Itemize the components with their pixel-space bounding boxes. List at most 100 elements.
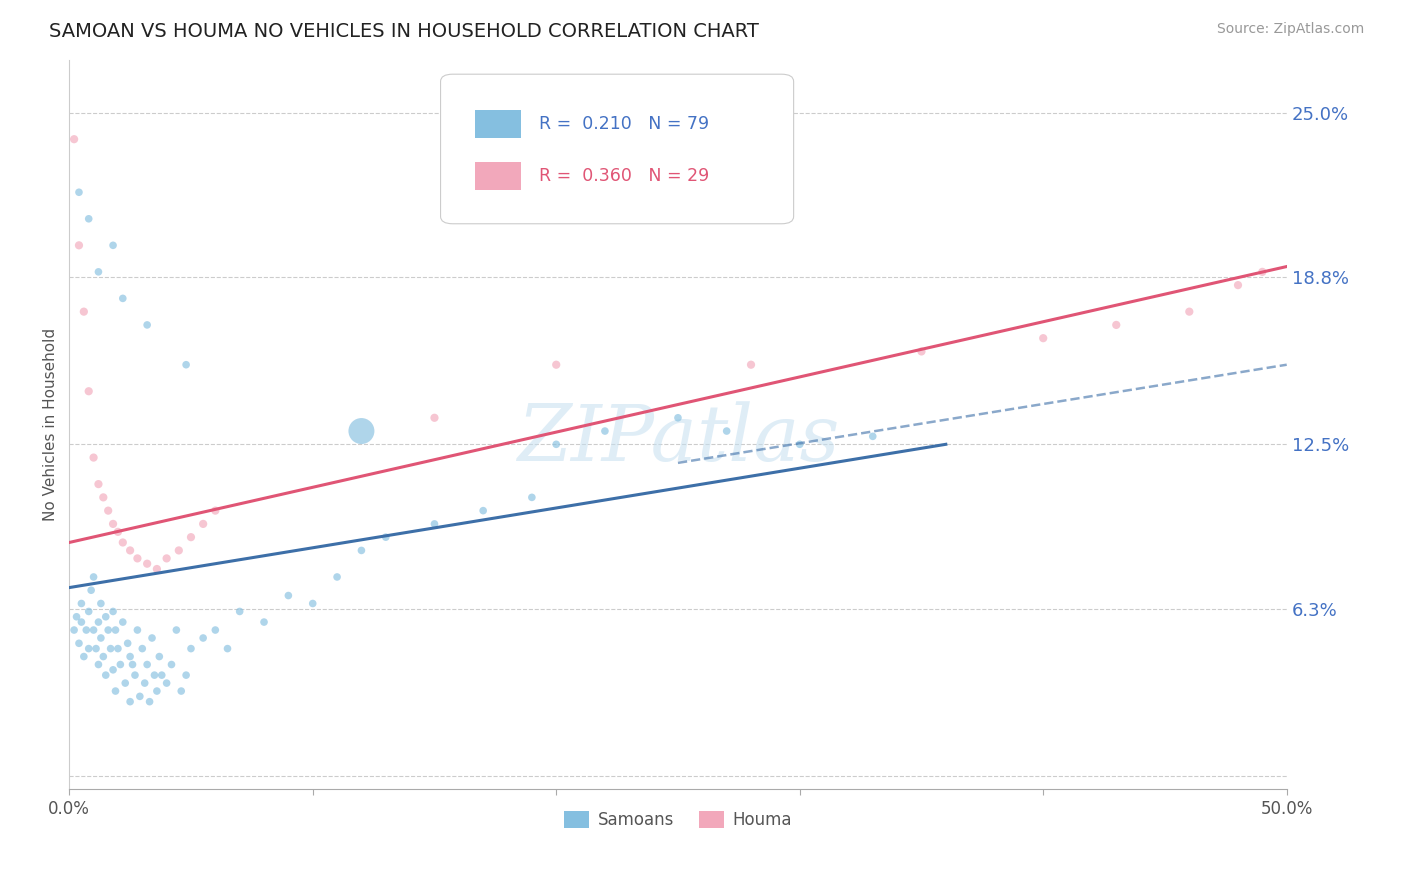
Point (1251, 265, 1274, 279)
Point (70, 615, 93, 629)
Point (167, 543, 190, 558)
Point (120, 649, 142, 664)
Point (156, 551, 179, 566)
Point (165, 623, 187, 637)
Point (156, 676, 179, 690)
Point (204, 623, 226, 637)
Point (67, 238, 90, 252)
Point (75, 623, 97, 637)
Point (101, 238, 124, 252)
Point (111, 615, 134, 629)
Text: R =  0.210   N = 79: R = 0.210 N = 79 (538, 115, 709, 133)
Point (77, 641, 100, 656)
Point (1178, 304, 1201, 318)
Point (87, 615, 110, 629)
Point (127, 623, 149, 637)
Point (131, 641, 153, 656)
Text: ZIPatlas: ZIPatlas (517, 401, 839, 477)
Point (174, 668, 197, 682)
Point (107, 641, 129, 656)
Point (83, 450, 105, 465)
Point (77, 211, 100, 226)
Point (128, 690, 150, 704)
Point (1227, 278, 1250, 293)
Point (120, 543, 142, 558)
Point (101, 604, 124, 618)
Point (180, 530, 202, 544)
Point (114, 676, 136, 690)
Point (73, 649, 96, 664)
Point (546, 358, 568, 372)
Legend: Samoans, Houma: Samoans, Houma (558, 804, 799, 836)
Point (326, 570, 349, 584)
Point (789, 437, 811, 451)
Point (191, 631, 214, 645)
FancyBboxPatch shape (475, 110, 520, 137)
Point (101, 663, 124, 677)
Point (180, 641, 202, 656)
Point (120, 695, 142, 709)
Point (84, 641, 107, 656)
Point (350, 424, 373, 438)
Point (94, 609, 117, 624)
Point (91, 491, 114, 505)
Point (170, 684, 193, 698)
Point (87, 477, 110, 491)
Point (253, 615, 276, 629)
Point (546, 437, 568, 451)
Point (134, 676, 156, 690)
Point (301, 597, 323, 611)
Point (87, 265, 110, 279)
Point (138, 695, 160, 709)
Text: Source: ZipAtlas.com: Source: ZipAtlas.com (1216, 22, 1364, 37)
Point (100, 641, 122, 656)
Point (146, 684, 169, 698)
Point (67, 636, 90, 650)
Point (174, 358, 197, 372)
Point (143, 668, 166, 682)
Point (1105, 318, 1128, 332)
Point (94, 668, 117, 682)
Point (862, 429, 884, 443)
Point (87, 657, 110, 672)
Point (423, 410, 446, 425)
Point (136, 657, 159, 672)
Point (90, 631, 112, 645)
Point (666, 410, 689, 425)
Point (97, 623, 120, 637)
Point (107, 524, 129, 539)
Point (277, 589, 299, 603)
Point (91, 649, 114, 664)
Point (111, 292, 134, 306)
Point (101, 516, 124, 531)
Text: R =  0.360   N = 29: R = 0.360 N = 29 (538, 168, 710, 186)
Point (111, 535, 134, 549)
Point (121, 657, 143, 672)
FancyBboxPatch shape (440, 74, 793, 224)
Point (374, 530, 396, 544)
Point (472, 503, 495, 517)
Point (90, 597, 112, 611)
Point (97, 503, 120, 517)
Point (73, 304, 96, 318)
Point (423, 516, 446, 531)
Point (740, 358, 762, 372)
Point (204, 503, 226, 517)
Point (520, 491, 543, 505)
Point (117, 636, 139, 650)
Point (150, 668, 173, 682)
Y-axis label: No Vehicles in Household: No Vehicles in Household (44, 328, 58, 521)
Point (141, 631, 163, 645)
Point (191, 516, 214, 531)
Point (77, 384, 100, 399)
Text: SAMOAN VS HOUMA NO VEHICLES IN HOUSEHOLD CORRELATION CHART: SAMOAN VS HOUMA NO VEHICLES IN HOUSEHOLD… (49, 22, 759, 41)
Point (104, 623, 127, 637)
Point (127, 551, 149, 566)
Point (83, 570, 105, 584)
Point (716, 424, 738, 438)
Point (146, 562, 169, 576)
FancyBboxPatch shape (475, 162, 520, 190)
Point (217, 641, 239, 656)
Point (104, 684, 127, 698)
Point (593, 424, 616, 438)
